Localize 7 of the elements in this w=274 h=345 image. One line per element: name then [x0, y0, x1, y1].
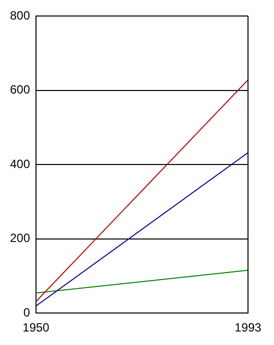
x-tick-label: 1950: [22, 320, 50, 335]
y-tick-label: 200: [10, 231, 30, 246]
y-tick-label: 800: [10, 8, 30, 22]
x-tick-label: 1993: [234, 320, 262, 335]
y-tick-label: 400: [10, 156, 30, 171]
y-tick-label: 600: [10, 82, 30, 97]
y-tick-label: 0: [23, 305, 30, 320]
